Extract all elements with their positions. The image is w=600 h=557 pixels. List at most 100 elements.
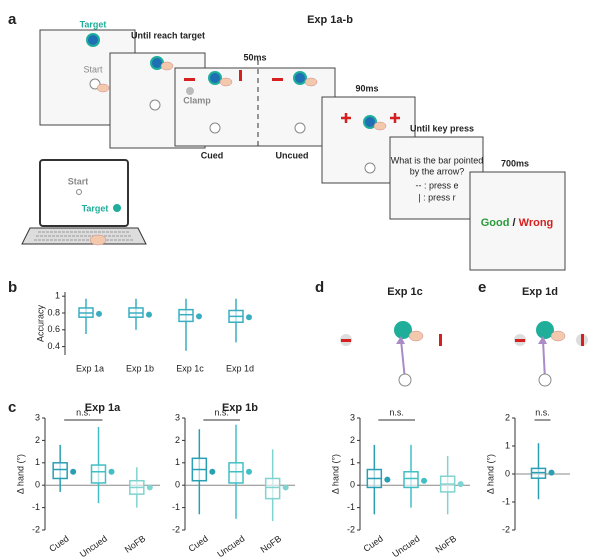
target <box>113 204 121 212</box>
box <box>178 308 194 323</box>
cue-dash <box>341 339 351 342</box>
mask <box>341 113 400 123</box>
y-tick-label: 0 <box>505 468 510 478</box>
condition-label: Uncued <box>275 150 308 160</box>
start-circle <box>364 162 376 174</box>
mean-dot <box>108 468 115 475</box>
target <box>208 71 222 85</box>
annotation: n.s. <box>535 407 550 417</box>
target <box>394 321 412 339</box>
y-tick-label: 0 <box>35 480 40 490</box>
cue-dash <box>515 339 525 342</box>
mean-dot <box>246 468 252 475</box>
mean-dot <box>282 484 289 491</box>
chart-title: Exp 1b <box>222 402 258 414</box>
y-axis-label: Δ hand (°) <box>485 454 495 494</box>
screen <box>389 136 484 220</box>
mean-dot <box>246 314 252 321</box>
panel-title: Exp 1a-b <box>307 14 353 26</box>
start-circle <box>294 122 306 134</box>
box <box>264 477 281 500</box>
y-tick-label: -1 <box>347 502 355 512</box>
x-tick-label: Cued <box>47 533 70 554</box>
clamp-dot <box>186 87 194 95</box>
mean-dot <box>457 481 464 488</box>
y-tick-label: 3 <box>35 412 40 422</box>
panel-label: d <box>315 279 324 296</box>
x-tick-label: Exp 1b <box>126 363 154 373</box>
y-axis-label: Accuracy <box>35 304 45 342</box>
mean-dot <box>196 313 202 320</box>
target-label: Target <box>80 19 107 29</box>
y-tick-label: 2 <box>350 435 355 445</box>
feedback-good: Good <box>481 217 510 229</box>
x-tick-label: NoFB <box>259 533 284 554</box>
condition-label: Cued <box>201 150 224 160</box>
feedback-wrong: Wrong <box>519 217 554 229</box>
mean-dot <box>209 468 216 475</box>
arrow-head <box>396 336 405 344</box>
panel-label: e <box>478 279 486 296</box>
y-tick-label: 3 <box>175 412 180 422</box>
hand <box>304 77 318 87</box>
x-tick-label: NoFB <box>434 533 459 554</box>
step-label: 700ms <box>501 158 529 168</box>
x-tick-label: Cued <box>361 533 384 554</box>
y-tick-label: 0.6 <box>47 324 60 334</box>
mean-dot <box>96 310 102 317</box>
start-circle <box>538 373 552 387</box>
x-tick-label: Exp 1c <box>176 363 204 373</box>
y-tick-label: 2 <box>505 412 510 422</box>
target <box>86 33 100 47</box>
hand <box>96 83 110 93</box>
x-tick-label: Cued <box>186 533 209 554</box>
hand <box>550 330 566 342</box>
panel-label: a <box>8 11 17 28</box>
mean-dot <box>421 477 427 484</box>
y-tick-label: 1 <box>55 291 60 301</box>
x-tick-label: Uncued <box>78 533 109 557</box>
target-label: Target <box>82 203 109 213</box>
step-label: 50ms <box>243 52 266 62</box>
keyboard <box>34 231 134 241</box>
hand <box>408 330 424 342</box>
panel-title: Exp 1c <box>387 286 422 298</box>
cue-dash <box>184 78 195 81</box>
box <box>228 462 244 484</box>
laptop-screen <box>39 159 129 227</box>
x-tick-label: Uncued <box>215 533 246 557</box>
screen <box>469 171 566 271</box>
target <box>536 321 554 339</box>
start-label: Start <box>83 64 103 74</box>
start-circle <box>76 189 82 195</box>
arrow <box>542 339 546 381</box>
hand <box>373 121 387 131</box>
option: | : press r <box>418 192 455 202</box>
panel-label: b <box>8 279 17 296</box>
y-axis-label: Δ hand (°) <box>15 454 25 494</box>
y-tick-label: -2 <box>502 524 510 534</box>
hand <box>89 234 107 246</box>
target <box>363 115 377 129</box>
step-label: 90ms <box>355 83 378 93</box>
feedback: Good / Wrong <box>481 217 554 229</box>
step-label: Until key press <box>410 123 474 133</box>
box <box>403 471 419 489</box>
cue-dash <box>272 78 283 81</box>
y-tick-label: -1 <box>32 502 40 512</box>
y-axis-label: Δ hand (°) <box>330 454 340 494</box>
x-tick-label: Exp 1d <box>226 363 254 373</box>
y-tick-label: 0 <box>350 480 355 490</box>
annotation: n.s. <box>389 407 404 417</box>
y-tick-label: 0 <box>175 480 180 490</box>
box <box>90 464 107 484</box>
y-tick-label: -2 <box>172 524 180 534</box>
annotation: n.s. <box>214 407 229 417</box>
arrow-head <box>538 336 547 344</box>
start-circle <box>398 373 412 387</box>
cue-bar <box>239 70 242 81</box>
mean-dot <box>70 468 77 475</box>
box <box>52 462 68 480</box>
mean-dot <box>384 476 391 483</box>
